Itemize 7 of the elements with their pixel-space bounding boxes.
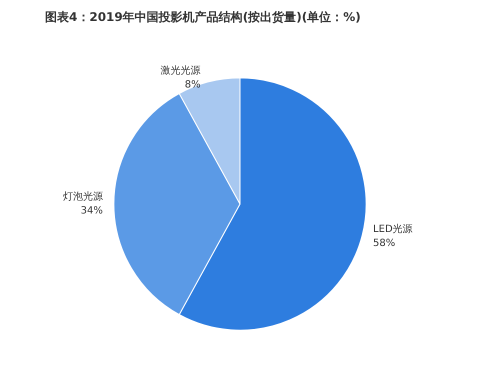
slice-label: 激光光源	[160, 64, 201, 76]
slice-label: LED光源	[373, 222, 413, 235]
data-label: 34%	[80, 206, 103, 217]
data-label: 8%	[184, 80, 201, 90]
slice-label: 灯泡光源	[62, 190, 103, 203]
chart-title: 图表4：2019年中国投影机产品结构(按出货量)(单位：%)	[45, 10, 361, 24]
data-label: 58%	[373, 238, 396, 249]
